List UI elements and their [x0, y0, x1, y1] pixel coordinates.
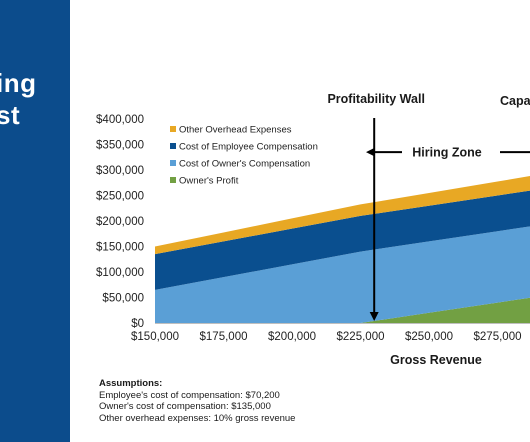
legend-label-other-overhead-expenses: Other Overhead Expenses — [179, 125, 292, 136]
y-tick-label: $200,000 — [96, 216, 144, 228]
x-axis: $150,000 $175,000 $200,000 $225,000 $250,000… — [131, 323, 530, 343]
x-tick-label: $225,000 — [337, 331, 385, 343]
x-tick-label: $175,000 — [200, 331, 248, 343]
legend-swatch-other-overhead-expenses — [170, 126, 176, 132]
y-tick-label: $0 — [131, 318, 144, 330]
assumption-owner: Owner's cost of compensation: $135,000 — [99, 401, 271, 412]
area-cost-of-owner-s-compensation — [155, 226, 530, 323]
area-cost-of-employee-compensation — [155, 190, 530, 290]
y-axis: $0 $50,000 $100,000 $150,000 $200,000 $250,00… — [96, 114, 144, 330]
x-tick-label: $250,000 — [405, 331, 453, 343]
assumption-overhead: Other overhead expenses: 10% gross reven… — [99, 412, 296, 424]
hiring-zone-arrow-left-head — [366, 148, 374, 157]
area-owner-s-profit — [155, 297, 530, 323]
area-other-overhead-expenses — [155, 176, 530, 255]
y-tick-label: $150,000 — [96, 242, 144, 254]
y-tick-label: $250,000 — [96, 191, 144, 203]
legend-label-cost-of-owner-s-compensation: Cost of Owner's Compensation — [179, 159, 310, 170]
profitability-wall-label: Profitability Wall — [327, 92, 424, 106]
capacity-label: Capa — [500, 94, 530, 108]
annotations: Profitability Wall Capa Hiring Zone — [327, 92, 530, 321]
profitability-wall-arrowhead — [369, 312, 379, 321]
y-tick-label: $50,000 — [102, 293, 144, 305]
assumptions-title: Assumptions: — [99, 378, 163, 389]
legend-swatch-cost-of-employee-compensation — [170, 143, 176, 149]
x-axis-title: Gross Revenue — [390, 353, 482, 367]
x-tick-label: $275,000 — [474, 331, 522, 343]
side-title-line-2: st — [0, 100, 21, 130]
area-series-group — [155, 176, 530, 323]
legend-swatch-cost-of-owner-s-compensation — [170, 160, 176, 166]
side-title-line-1: ing — [0, 68, 37, 98]
y-tick-label: $350,000 — [96, 140, 144, 152]
hiring-zone-label: Hiring Zone — [412, 146, 481, 160]
assumption-employee: Employee's cost of compensation: $70,200 — [99, 389, 280, 401]
legend-label-owner-s-profit: Owner's Profit — [179, 176, 239, 187]
y-tick-label: $300,000 — [96, 165, 144, 177]
legend-swatch-owner-s-profit — [170, 177, 176, 183]
x-tick-label: $150,000 — [131, 331, 179, 343]
legend: Other Overhead Expenses Cost of Employee … — [170, 125, 318, 187]
x-tick-label: $200,000 — [268, 331, 316, 343]
y-tick-label: $400,000 — [96, 114, 144, 126]
side-panel: ing st — [0, 0, 70, 442]
y-tick-label: $100,000 — [96, 267, 144, 279]
legend-label-cost-of-employee-compensation: Cost of Employee Compensation — [179, 142, 318, 153]
revenue-area-chart: $0 $50,000 $100,000 $150,000 $200,000 $250,00… — [96, 92, 530, 367]
assumptions-box: Assumptions: Employee's cost of compensa… — [99, 378, 295, 424]
